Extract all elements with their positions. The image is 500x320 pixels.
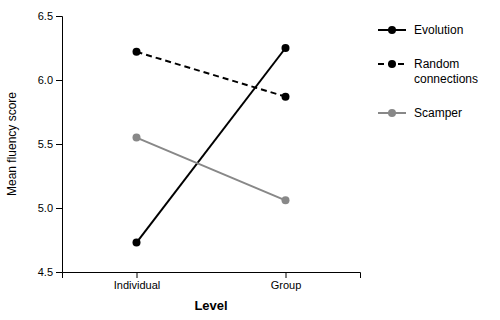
y-tick: 5.5 [38, 138, 62, 150]
y-tick-label: 4.5 [38, 266, 53, 278]
y-tick-label: 6.0 [38, 74, 53, 86]
y-tick: 4.5 [38, 266, 62, 278]
legend-item: Randomconnections [378, 57, 478, 85]
y-tick-label: 5.5 [38, 138, 53, 150]
x-tick: Group [271, 272, 302, 291]
x-axis-title: Level [194, 298, 227, 313]
y-tick-mark [56, 272, 62, 273]
x-axis: Individual Group [63, 272, 361, 291]
chart: Individual Group 4.5 5.0 5.5 6.0 6.5 Level Mean … [0, 0, 500, 320]
point [282, 196, 290, 204]
y-axis: 4.5 5.0 5.5 6.0 6.5 [38, 10, 63, 278]
x-tick-label: Group [271, 279, 302, 291]
y-tick: 6.0 [38, 74, 62, 86]
legend-label: Randomconnections [414, 57, 478, 85]
y-tick: 5.0 [38, 202, 62, 214]
point [133, 48, 141, 56]
y-tick-label: 6.5 [38, 10, 53, 22]
x-tick-label: Individual [114, 279, 160, 291]
y-tick-mark [56, 144, 62, 145]
y-tick: 6.5 [38, 10, 62, 22]
x-tick: Individual [114, 272, 160, 291]
y-axis-title: Mean fluency score [5, 92, 19, 196]
marks [133, 44, 290, 247]
legend: Evolution Randomconnections Scamper [378, 23, 478, 120]
y-tick-mark [56, 80, 62, 81]
legend-marker [388, 26, 396, 34]
y-tick-label: 5.0 [38, 202, 53, 214]
series-line [137, 48, 286, 243]
point [133, 239, 141, 247]
series-line [137, 52, 286, 97]
point [282, 44, 290, 52]
x-tick-mark [137, 272, 138, 278]
y-tick-mark [56, 16, 62, 17]
plot: Individual Group 4.5 5.0 5.5 6.0 6.5 [38, 10, 361, 291]
point [133, 134, 141, 142]
legend-marker [388, 60, 396, 68]
series-line [137, 138, 286, 201]
legend-item: Evolution [378, 23, 463, 37]
legend-label: Evolution [414, 23, 463, 37]
point [282, 93, 290, 101]
x-tick-mark [286, 272, 287, 278]
y-axis-line [56, 17, 63, 273]
legend-label: Scamper [414, 106, 462, 120]
legend-item: Scamper [378, 106, 462, 120]
legend-marker [388, 109, 396, 117]
y-tick-mark [56, 208, 62, 209]
x-axis-line [63, 273, 361, 279]
